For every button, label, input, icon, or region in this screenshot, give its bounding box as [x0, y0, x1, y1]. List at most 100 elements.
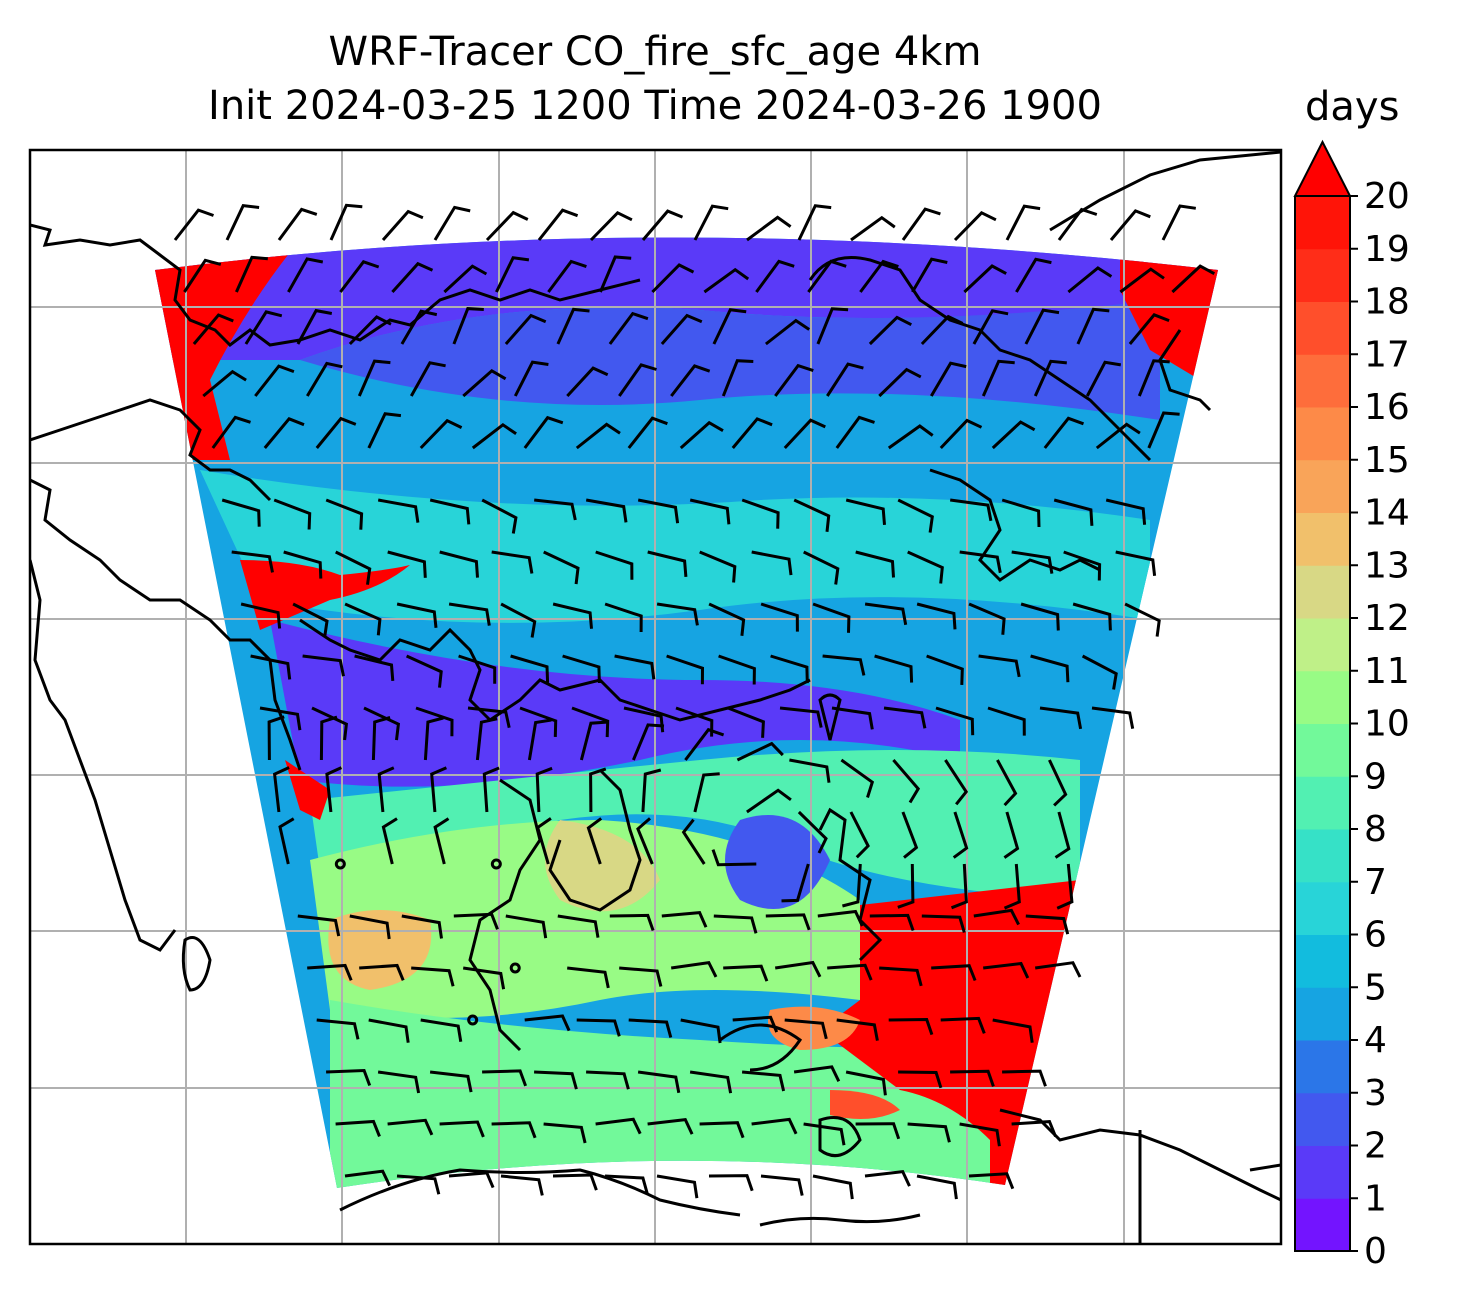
wind-barb — [439, 550, 479, 578]
wind-barb — [888, 1017, 934, 1036]
wind-barb — [1147, 411, 1180, 449]
wind-barb — [939, 418, 983, 450]
wind-barb — [225, 203, 260, 241]
wind-barb — [651, 263, 695, 294]
wind-barb — [822, 654, 866, 676]
wind-barb — [534, 498, 577, 521]
wind-barb — [901, 811, 919, 859]
wind-barb — [713, 914, 758, 934]
wind-barb — [377, 766, 395, 813]
wind-barb — [803, 550, 840, 585]
calm-wind-marker — [334, 858, 346, 870]
calm-wind-marker — [490, 858, 502, 870]
wind-barb — [267, 715, 285, 761]
wind-barb — [1095, 422, 1141, 450]
wind-barb — [816, 307, 849, 345]
wind-barb — [448, 602, 491, 626]
wind-barb — [296, 308, 333, 345]
wind-barb — [552, 1173, 598, 1191]
wind-barb — [211, 415, 251, 449]
wind-barb — [987, 706, 1026, 736]
wind-barb — [510, 654, 550, 683]
wind-barb — [335, 1119, 381, 1137]
wind-barb — [556, 307, 590, 345]
wind-barb — [429, 498, 471, 525]
wind-barb — [1024, 308, 1060, 345]
wind-barb — [916, 602, 957, 630]
wind-barb — [807, 259, 847, 293]
wind-barb — [371, 716, 391, 761]
wind-barb — [453, 912, 499, 930]
wind-barb — [765, 913, 811, 931]
wind-barb — [953, 210, 997, 242]
wind-barb — [609, 913, 655, 931]
wind-barb — [316, 1018, 360, 1040]
wind-barb — [543, 1122, 587, 1144]
wind-barb — [263, 417, 305, 449]
wind-barb — [311, 706, 349, 741]
wind-barb — [1056, 863, 1074, 910]
wind-barb — [656, 602, 699, 626]
wind-barb — [670, 364, 711, 397]
wind-barb — [504, 313, 547, 345]
wind-barb — [471, 422, 517, 450]
wind-barb — [1128, 313, 1170, 345]
wind-barb — [458, 654, 497, 684]
wind-barb — [647, 1117, 694, 1135]
wind-barb — [1124, 602, 1161, 637]
wind-barb — [586, 1070, 630, 1090]
wind-barb — [519, 706, 558, 737]
colorbar-tick-label: 17 — [1364, 334, 1410, 375]
wind-barb — [1137, 359, 1170, 397]
wind-barb — [731, 417, 773, 449]
wind-barb — [803, 1122, 846, 1146]
wind-barb — [608, 311, 649, 345]
wind-barb — [357, 359, 391, 397]
colorbar-segment — [1295, 248, 1350, 302]
wind-barb — [712, 308, 747, 345]
wind-barb — [396, 602, 438, 628]
wind-barb — [1005, 204, 1041, 241]
wind-barb — [849, 811, 870, 859]
wind-barbs — [173, 203, 1216, 1200]
wind-barb — [1003, 811, 1020, 859]
wind-barb — [491, 1121, 537, 1139]
wind-barb — [240, 602, 282, 629]
wind-barb — [589, 767, 607, 813]
colorbar-segment — [1295, 565, 1350, 619]
wind-barb — [760, 602, 799, 632]
wind-barb — [315, 416, 357, 449]
colorbar-tick-label: 1 — [1364, 1178, 1387, 1219]
wind-barb — [684, 727, 725, 761]
wind-barb — [287, 257, 324, 293]
wind-barb — [666, 654, 705, 685]
wind-barb — [411, 966, 455, 987]
wind-barb — [339, 260, 380, 293]
wind-barb — [367, 412, 402, 449]
wind-barb — [812, 602, 851, 633]
wind-barb — [202, 369, 247, 398]
wind-barb — [689, 498, 731, 525]
wind-barb — [1034, 961, 1082, 978]
wind-barb — [537, 208, 579, 241]
colorbar-tick-label: 20 — [1364, 176, 1410, 217]
wind-barb — [306, 361, 343, 397]
wind-barb — [1067, 266, 1113, 294]
wind-barb — [991, 420, 1036, 450]
colorbar-segment — [1295, 934, 1350, 988]
colorbar-tick-label: 19 — [1364, 229, 1410, 270]
wind-barb — [1161, 204, 1197, 241]
wind-barb — [500, 1174, 544, 1196]
wind-barb — [797, 810, 828, 854]
wind-barb — [231, 550, 274, 573]
wind-barb — [272, 766, 290, 813]
wind-barb — [708, 602, 746, 636]
wind-barb — [348, 315, 392, 346]
wind-barb — [405, 654, 443, 688]
wind-barb — [1002, 1069, 1047, 1087]
colorbar-segment — [1295, 723, 1350, 777]
wind-barb — [636, 817, 654, 865]
colorbar-segment — [1295, 829, 1350, 883]
wind-barb — [916, 1174, 958, 1200]
